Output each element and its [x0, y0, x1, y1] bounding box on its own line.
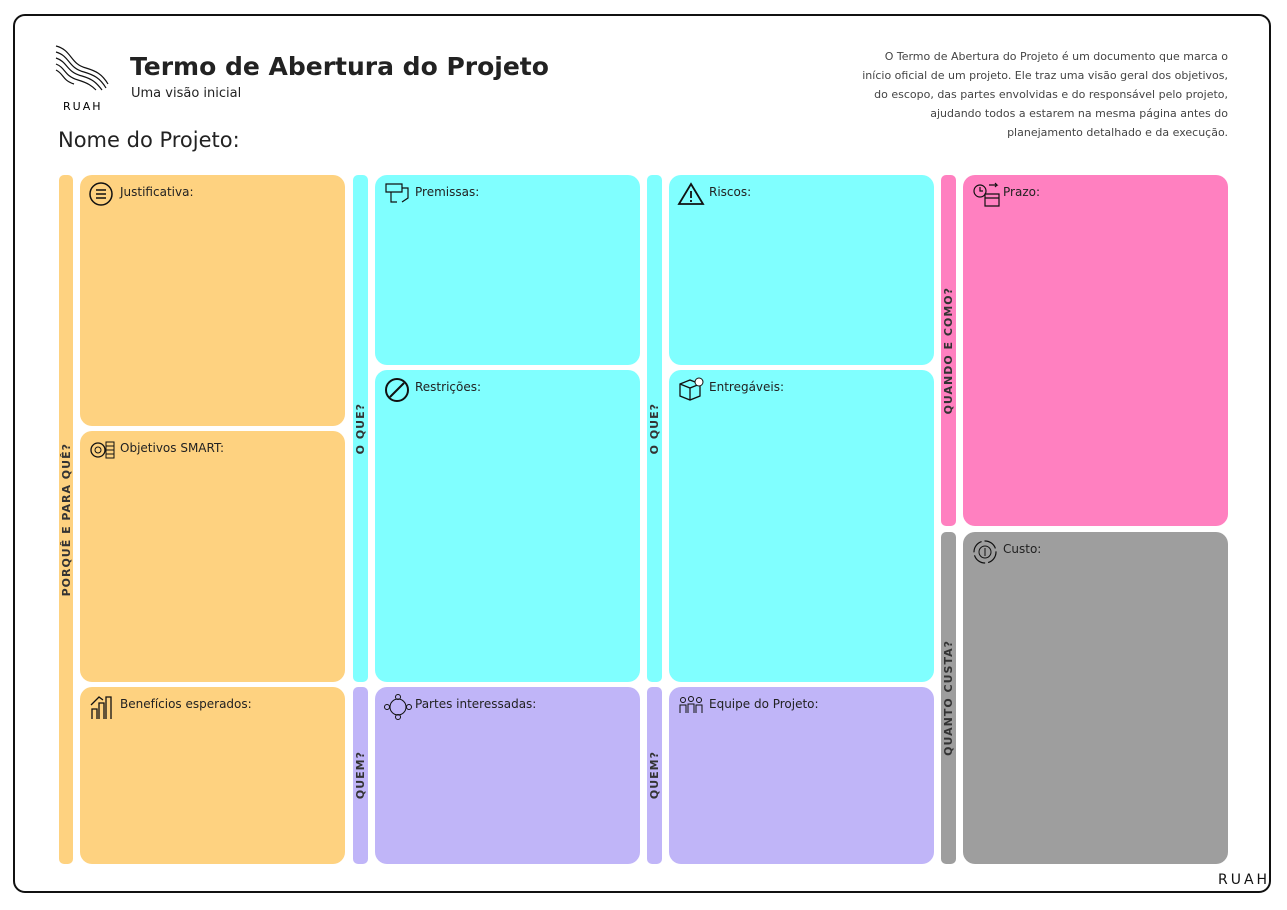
project-name-label: Nome do Projeto: — [58, 128, 240, 152]
section-label: Entregáveis: — [709, 380, 785, 394]
logo-text: RUAH — [63, 100, 103, 113]
section[interactable]: Justificativa: — [80, 175, 345, 426]
description-line: O Termo de Abertura do Projeto é um docu… — [884, 50, 1228, 63]
logo-mark — [55, 45, 109, 91]
side-label: O QUE? — [353, 175, 368, 682]
icon — [385, 378, 409, 402]
icon — [973, 540, 997, 564]
side-label: QUEM? — [647, 687, 662, 864]
icon — [973, 182, 1000, 207]
side-label-text: QUEM? — [648, 751, 661, 800]
side-label-text: QUANTO CUSTA? — [942, 640, 955, 756]
section-label: Justificativa: — [120, 185, 194, 199]
side-label-text: O QUE? — [648, 402, 661, 455]
side-label: O QUE? — [647, 175, 662, 682]
subtitle: Uma visão inicial — [131, 86, 242, 101]
icon — [385, 183, 409, 203]
side-label: QUEM? — [353, 687, 368, 864]
footer-logo: RUAH — [1218, 872, 1271, 888]
description-line: ajudando todos a estarem na mesma página… — [930, 107, 1228, 120]
section-label: Premissas: — [415, 185, 480, 199]
side-label-text: PORQUÊ E PARA QUÊ? — [59, 442, 73, 597]
section[interactable]: Riscos: — [669, 175, 934, 365]
section[interactable]: Entregáveis: — [669, 370, 934, 682]
section[interactable]: Benefícios esperados: — [80, 687, 345, 864]
section-label: Riscos: — [709, 185, 752, 199]
side-label-text: O QUE? — [354, 402, 367, 455]
description-line: do escopo, das partes envolvidas e do re… — [874, 88, 1228, 101]
section-label: Custo: — [1003, 542, 1042, 556]
side-label-text: QUANDO E COMO? — [942, 286, 955, 415]
side-label: QUANTO CUSTA? — [941, 532, 956, 864]
icon — [384, 694, 412, 720]
side-label-text: QUEM? — [354, 751, 367, 800]
frame — [13, 14, 1271, 893]
section-label: Equipe do Projeto: — [709, 697, 819, 711]
icon — [679, 696, 703, 713]
section[interactable]: Premissas: — [375, 175, 640, 365]
icon — [90, 441, 115, 459]
section-label: Prazo: — [1003, 185, 1040, 199]
icon — [677, 182, 705, 205]
section[interactable]: Restrições: — [375, 370, 640, 682]
section-label: Partes interessadas: — [415, 697, 537, 711]
icon — [89, 182, 113, 206]
section[interactable]: Prazo: — [963, 175, 1228, 526]
description-line: início oficial de um projeto. Ele traz u… — [862, 69, 1228, 82]
icon — [679, 377, 704, 401]
description: O Termo de Abertura do Projeto é um docu… — [862, 47, 1228, 142]
section-label: Benefícios esperados: — [120, 697, 252, 711]
section-label: Restrições: — [415, 380, 482, 394]
section[interactable]: Custo: — [963, 532, 1228, 864]
side-label: QUANDO E COMO? — [941, 175, 956, 526]
section[interactable]: Objetivos SMART: — [80, 431, 345, 682]
description-line: planejamento detalhado e da execução. — [1007, 126, 1228, 139]
icon — [90, 696, 112, 719]
section[interactable]: Partes interessadas: — [375, 687, 640, 864]
section[interactable]: Equipe do Projeto: — [669, 687, 934, 864]
section-label: Objetivos SMART: — [120, 441, 225, 455]
side-label: PORQUÊ E PARA QUÊ? — [59, 175, 73, 864]
title: Termo de Abertura do Projeto — [130, 52, 549, 81]
